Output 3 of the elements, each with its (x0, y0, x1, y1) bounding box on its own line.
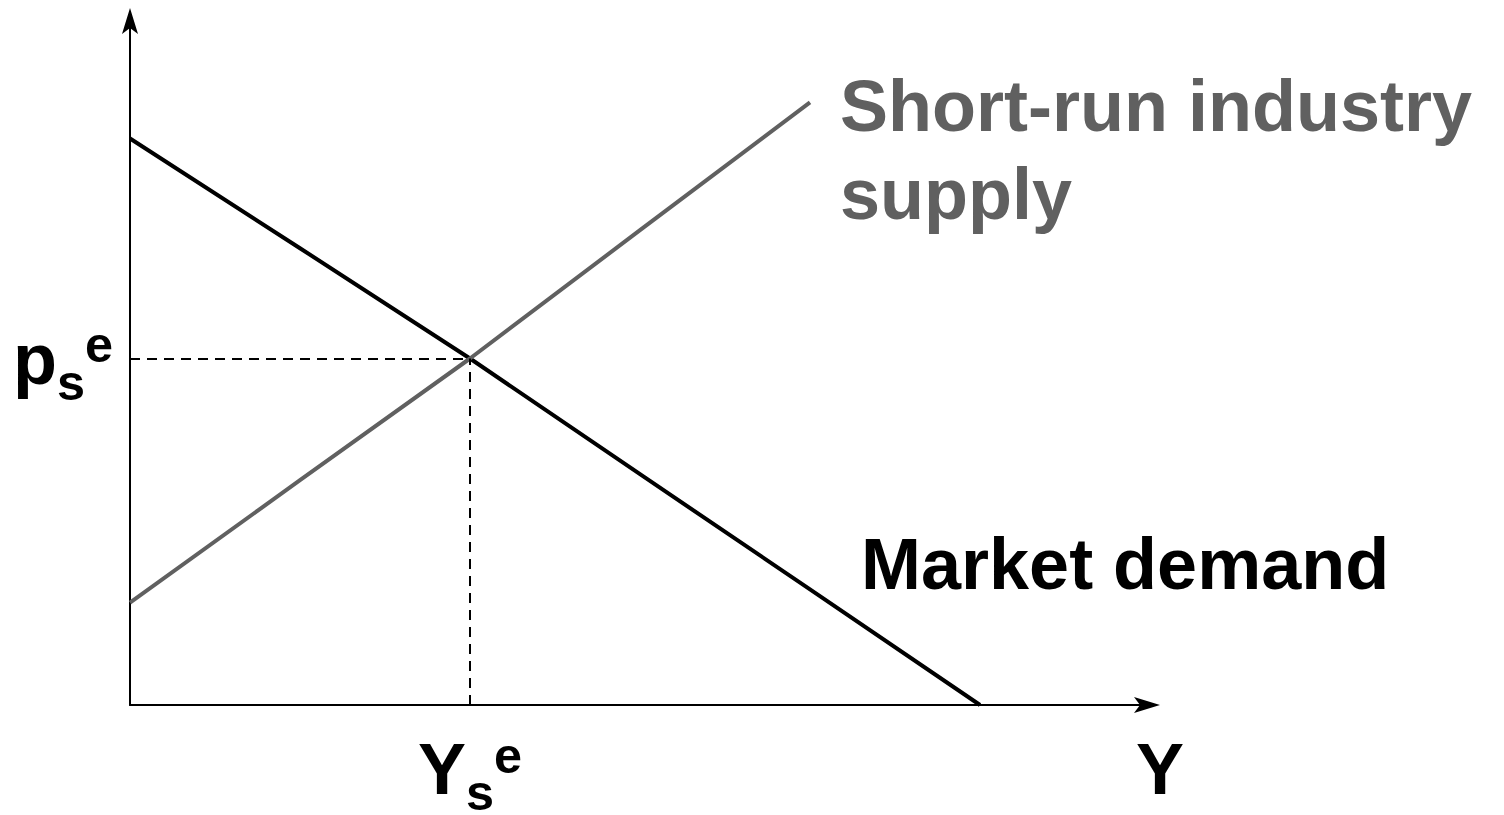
x-axis-title: Y (1135, 729, 1185, 809)
series-label: Short-run industry supply (840, 66, 1492, 235)
series-label: Market demand (861, 523, 1390, 604)
